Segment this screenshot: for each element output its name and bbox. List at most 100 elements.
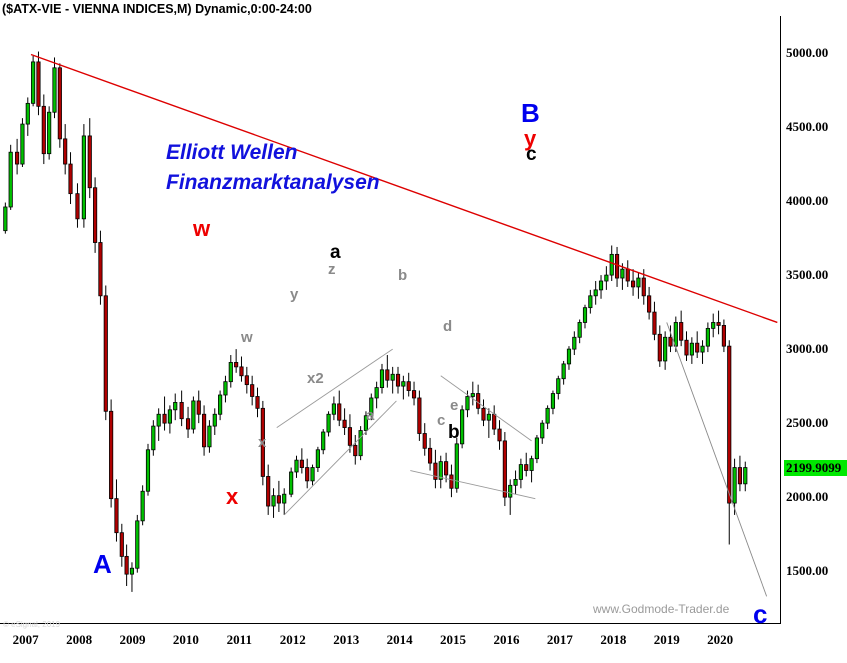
y-axis-tick: 5000.00 <box>786 45 829 60</box>
candle-body <box>310 467 315 482</box>
current-price-tag: 2199.9099 <box>784 459 847 476</box>
candle-body <box>406 381 411 391</box>
candle-body <box>20 123 25 165</box>
brand-watermark: Elliott Wellen Finanzmarktanalysen <box>166 138 380 198</box>
candle-body <box>25 102 30 125</box>
trendline-primary-downtrend[interactable] <box>30 53 778 324</box>
candle-body <box>476 393 481 409</box>
candle-body <box>395 373 401 387</box>
candle-body <box>572 336 577 350</box>
candle-body <box>598 280 604 291</box>
site-watermark: www.Godmode-Trader.de <box>593 602 730 616</box>
x-axis-tick: 2009 <box>119 632 146 647</box>
candle-body <box>732 467 737 504</box>
wave-label-B-blue: B <box>521 98 540 128</box>
candle-body <box>294 459 299 473</box>
x-axis-tick: 2013 <box>333 632 360 647</box>
candle-body <box>75 193 80 220</box>
candle-body <box>68 163 73 195</box>
candle-body <box>135 520 140 569</box>
candle-body <box>185 418 191 430</box>
candle-body <box>427 447 433 464</box>
candle-body <box>98 242 103 297</box>
candle-body <box>609 253 614 276</box>
candle-body <box>470 393 475 397</box>
x-axis-tick: 2012 <box>279 632 306 647</box>
candle-body <box>449 474 454 489</box>
candle-body <box>282 493 287 504</box>
candle-body <box>465 396 470 411</box>
trendline-projection-down-2020[interactable] <box>666 322 768 597</box>
wave-label-w-red: w <box>193 216 211 241</box>
candle-body <box>93 187 98 243</box>
candle-body <box>228 362 233 383</box>
wave-label-a-gray: a <box>366 407 375 424</box>
candle-body <box>15 151 20 165</box>
wave-label-x-gray: x <box>258 434 267 451</box>
candle-body <box>271 495 276 507</box>
candle-body <box>652 311 657 335</box>
wave-label-z-gray: z <box>328 261 336 278</box>
candle-body <box>260 407 265 477</box>
candle-body <box>417 397 422 434</box>
wave-label-y-gray: y <box>290 286 299 303</box>
x-axis-tick: 2018 <box>600 632 627 647</box>
candle-body <box>673 322 678 347</box>
candle-body <box>508 484 513 498</box>
candle-body <box>223 381 228 396</box>
candle-body <box>556 378 561 394</box>
candle-body <box>52 67 57 113</box>
copyright-notice: © eSignal, 2019 <box>3 620 61 629</box>
candle-body <box>212 413 217 427</box>
candle-body <box>454 443 459 489</box>
candle-body <box>647 295 652 313</box>
wave-label-y-red: y <box>524 126 537 151</box>
y-axis-tick: 4000.00 <box>786 193 829 209</box>
price-chart-svg <box>3 51 778 597</box>
wave-label-x2-gray: x2 <box>307 370 324 387</box>
y-axis-tick: 3000.00 <box>786 341 829 357</box>
candle-body <box>119 532 124 557</box>
wave-label-c-bottom-blue: c <box>753 599 768 629</box>
candle-body <box>668 336 673 347</box>
candle-body <box>218 394 223 415</box>
candle-body <box>513 478 518 486</box>
candle-body <box>379 369 385 389</box>
y-axis-tick: 1500.00 <box>786 563 829 579</box>
y-axis[interactable]: 5000.00 4500.00 4000.00 3500.00 3000.00 2500.… <box>782 16 847 624</box>
candle-body <box>700 345 705 353</box>
candle-body <box>63 138 68 165</box>
candle-body <box>353 444 358 457</box>
candle-body <box>87 135 92 189</box>
x-axis[interactable]: 2007 2008 2009 2010 2011 2012 2013 2014 2015 2016… <box>0 626 781 650</box>
candle-body <box>721 325 726 347</box>
trendline-triangle-upper-2015[interactable] <box>440 375 532 442</box>
candle-body <box>716 322 721 326</box>
candle-body <box>374 387 379 399</box>
wave-label-e-gray: e <box>450 397 459 414</box>
candle-body <box>534 437 539 460</box>
x-axis-tick: 2019 <box>653 632 680 647</box>
wave-label-w-gray: w <box>241 329 253 346</box>
plot-area[interactable]: Elliott Wellen Finanzmarktanalysen www.G… <box>0 16 781 629</box>
candle-body <box>173 402 178 411</box>
trendline-triangle-lower-2015[interactable] <box>410 470 536 500</box>
candle-body <box>433 462 438 480</box>
trendline-channel-lower-2012[interactable] <box>283 400 397 516</box>
candle-body <box>614 253 620 279</box>
candle-body <box>145 449 151 492</box>
candle-body <box>41 105 46 155</box>
y-axis-tick: 2500.00 <box>786 415 829 431</box>
x-axis-tick: 2008 <box>66 632 93 647</box>
x-axis-tick: 2020 <box>707 632 734 647</box>
candle-body <box>566 348 572 365</box>
x-axis-tick: 2017 <box>546 632 573 647</box>
y-axis-tick: 4500.00 <box>786 119 829 135</box>
candle-body <box>438 461 443 480</box>
candle-body <box>347 427 353 446</box>
candle-body <box>57 67 62 140</box>
candle-body <box>497 428 502 442</box>
candle-body <box>540 422 545 439</box>
candle-body <box>191 400 196 430</box>
trendline-channel-upper-2012[interactable] <box>276 348 393 428</box>
